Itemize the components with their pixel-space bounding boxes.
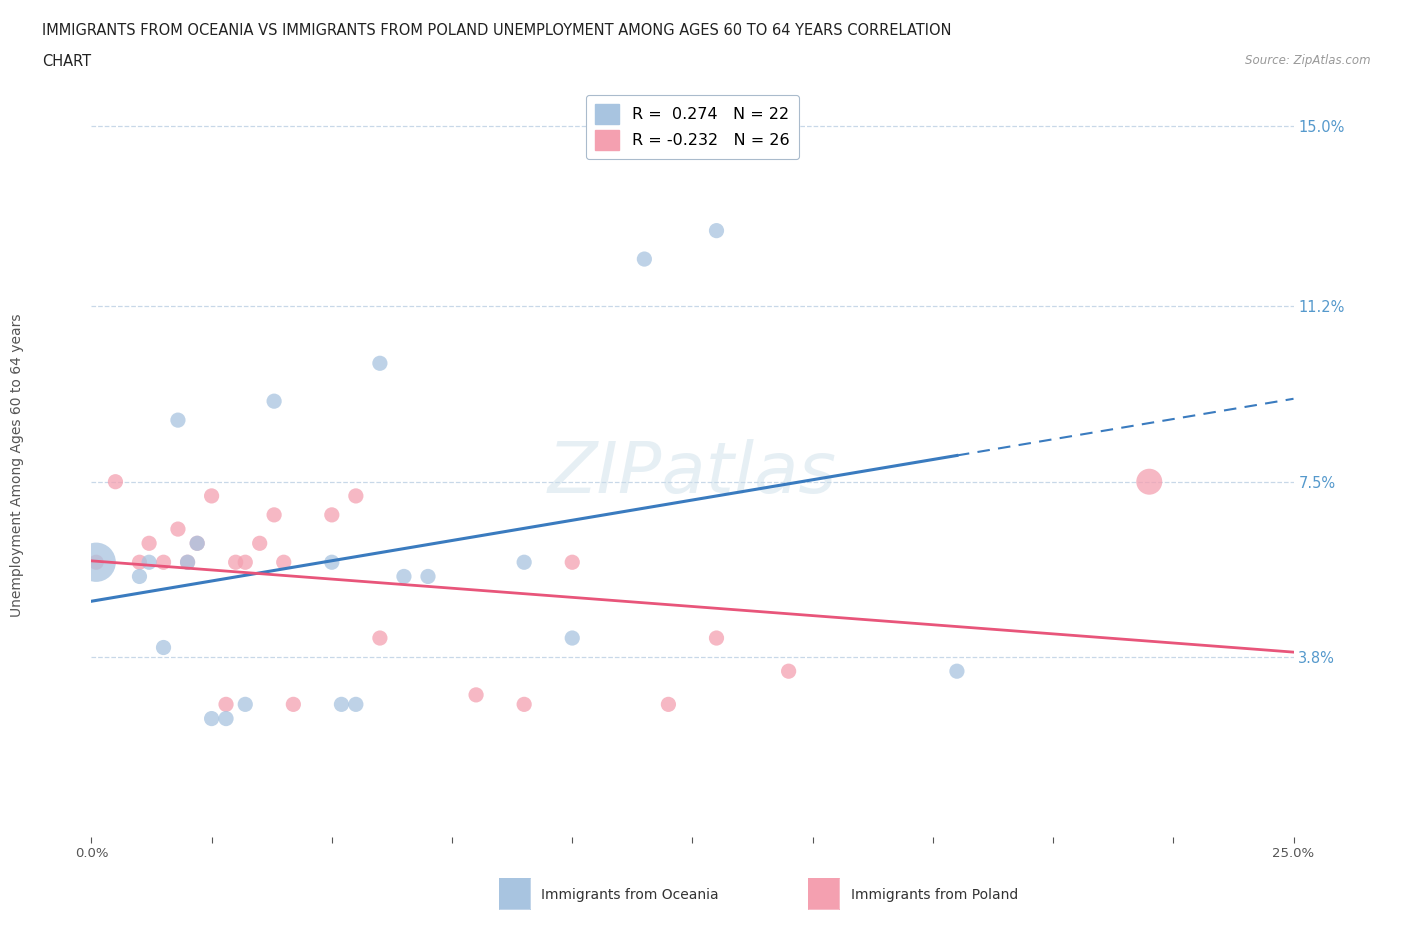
Point bbox=[225, 555, 247, 570]
Point bbox=[561, 631, 583, 645]
Point bbox=[706, 631, 728, 645]
Point bbox=[186, 536, 208, 551]
Point bbox=[176, 555, 198, 570]
Point bbox=[201, 711, 224, 726]
Point bbox=[152, 640, 174, 655]
Point bbox=[167, 522, 190, 537]
Text: Unemployment Among Ages 60 to 64 years: Unemployment Among Ages 60 to 64 years bbox=[10, 313, 24, 617]
Point bbox=[657, 697, 679, 711]
Point bbox=[138, 536, 160, 551]
Point bbox=[321, 555, 343, 570]
Point bbox=[138, 555, 160, 570]
Point bbox=[344, 697, 367, 711]
Point bbox=[513, 555, 536, 570]
Point bbox=[233, 555, 256, 570]
Point bbox=[321, 508, 343, 523]
Point bbox=[152, 555, 174, 570]
Point bbox=[368, 356, 391, 371]
Point bbox=[233, 697, 256, 711]
Point bbox=[283, 697, 305, 711]
Point bbox=[561, 555, 583, 570]
Point bbox=[706, 223, 728, 238]
Text: Source: ZipAtlas.com: Source: ZipAtlas.com bbox=[1246, 54, 1371, 67]
Point bbox=[263, 508, 285, 523]
Point bbox=[633, 252, 655, 267]
Text: Immigrants from Oceania: Immigrants from Oceania bbox=[541, 887, 718, 902]
Point bbox=[778, 664, 800, 679]
Point bbox=[1137, 474, 1160, 489]
Point bbox=[392, 569, 415, 584]
Point bbox=[84, 555, 107, 570]
Point bbox=[273, 555, 295, 570]
Point bbox=[946, 664, 969, 679]
Point bbox=[128, 569, 150, 584]
Point bbox=[368, 631, 391, 645]
Point bbox=[84, 555, 107, 570]
Point bbox=[186, 536, 208, 551]
Point bbox=[176, 555, 198, 570]
Point bbox=[330, 697, 353, 711]
Text: CHART: CHART bbox=[42, 54, 91, 69]
Point bbox=[513, 697, 536, 711]
Point bbox=[344, 488, 367, 503]
Point bbox=[128, 555, 150, 570]
Point bbox=[215, 711, 238, 726]
Point bbox=[215, 697, 238, 711]
Text: IMMIGRANTS FROM OCEANIA VS IMMIGRANTS FROM POLAND UNEMPLOYMENT AMONG AGES 60 TO : IMMIGRANTS FROM OCEANIA VS IMMIGRANTS FR… bbox=[42, 23, 952, 38]
Point bbox=[249, 536, 271, 551]
Text: Immigrants from Poland: Immigrants from Poland bbox=[851, 887, 1018, 902]
Point bbox=[104, 474, 127, 489]
Legend: R =  0.274   N = 22, R = -0.232   N = 26: R = 0.274 N = 22, R = -0.232 N = 26 bbox=[586, 95, 799, 159]
Point bbox=[263, 393, 285, 408]
Point bbox=[416, 569, 439, 584]
Point bbox=[201, 488, 224, 503]
Point bbox=[465, 687, 488, 702]
Point bbox=[167, 413, 190, 428]
Text: ZIPatlas: ZIPatlas bbox=[548, 439, 837, 508]
